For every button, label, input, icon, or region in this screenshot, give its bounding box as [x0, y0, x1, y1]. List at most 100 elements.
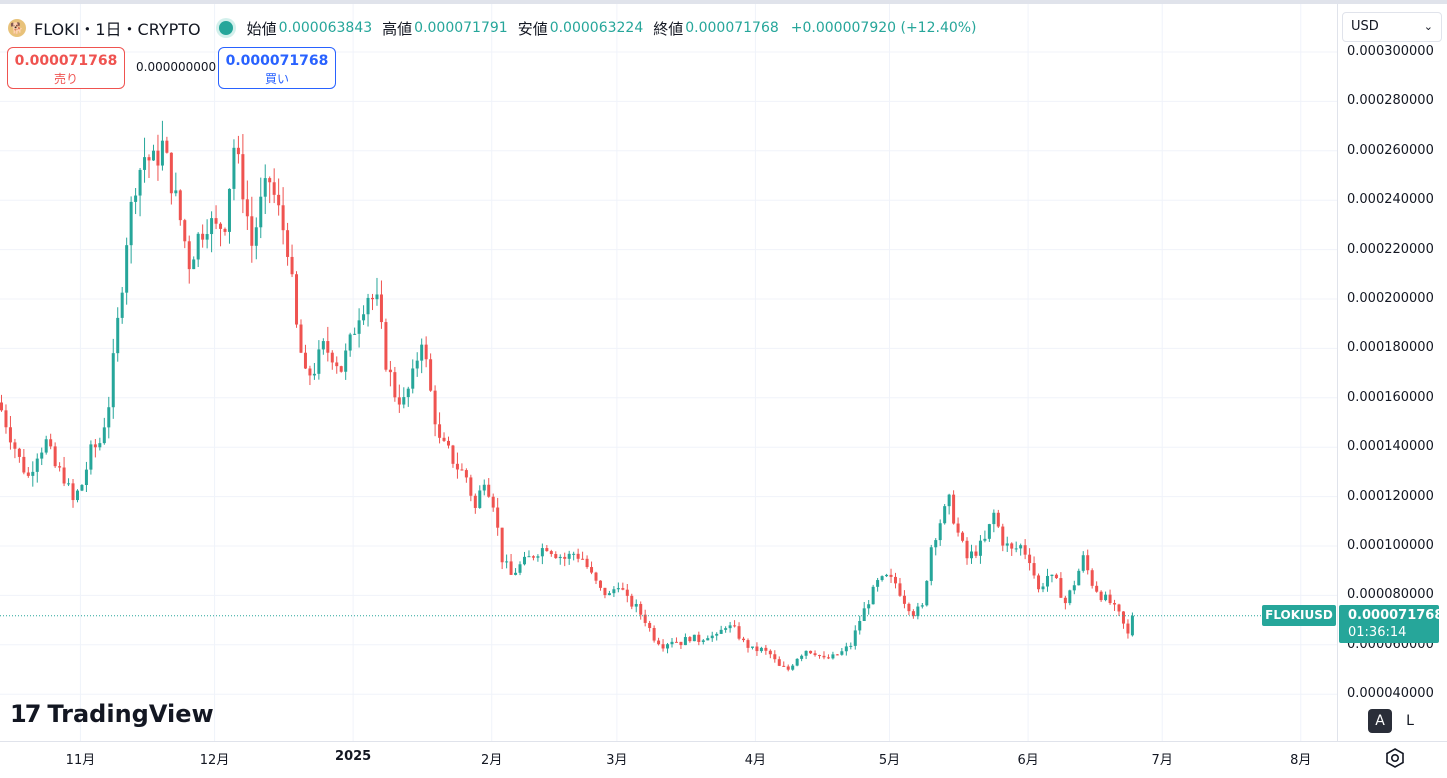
- candle-down: [835, 654, 839, 656]
- candle-down: [603, 587, 607, 596]
- candle-up: [1068, 590, 1072, 604]
- candle-down: [4, 410, 8, 428]
- candle-down: [1108, 594, 1112, 604]
- candle-up: [1077, 570, 1081, 586]
- candle-up: [558, 556, 562, 559]
- time-tick-label: 7月: [1151, 753, 1173, 768]
- candle-down: [1028, 554, 1032, 564]
- candle-down: [782, 665, 786, 667]
- symbol-title[interactable]: FLOKI・1日・CRYPTO: [34, 20, 201, 39]
- price-tick-label: 0.000260000: [1347, 142, 1434, 158]
- candle-up: [925, 580, 929, 606]
- tradingview-wordmark: TradingView: [47, 700, 214, 728]
- candle-up: [715, 633, 719, 636]
- close-label: 終値: [653, 19, 684, 38]
- candle-down: [961, 532, 965, 541]
- candle-up: [160, 140, 164, 166]
- time-tick-label: 12月: [199, 753, 230, 768]
- candle-up: [527, 556, 531, 558]
- candle-down: [509, 561, 513, 575]
- candle-down: [299, 324, 303, 353]
- candle-up: [348, 334, 352, 351]
- candle-down: [147, 157, 151, 161]
- candle-up: [67, 483, 71, 485]
- candle-down: [308, 368, 312, 376]
- candle-down: [894, 576, 897, 584]
- candle-up: [670, 641, 674, 645]
- candle-up: [791, 665, 795, 670]
- candle-up: [35, 458, 39, 472]
- floki-coin-icon: 🐕: [8, 19, 26, 37]
- candle-up: [536, 556, 540, 558]
- open-value: 0.000063843: [278, 20, 373, 36]
- currency-select[interactable]: USD ⌄: [1342, 12, 1442, 42]
- candle-up: [357, 320, 361, 334]
- candle-down: [742, 638, 746, 641]
- candle-down: [0, 402, 3, 411]
- settings-gear-icon[interactable]: [1384, 747, 1406, 769]
- candle-up: [366, 297, 370, 315]
- candle-up: [683, 637, 687, 646]
- candle-down: [424, 344, 428, 360]
- candle-down: [554, 554, 558, 559]
- candle-up: [196, 233, 200, 260]
- candle-down: [219, 223, 223, 229]
- candle-down: [531, 556, 535, 558]
- candle-down: [326, 341, 330, 353]
- candle-down: [1001, 526, 1005, 546]
- log-scale-button[interactable]: L: [1406, 713, 1414, 729]
- candle-up: [31, 471, 35, 476]
- tradingview-logo[interactable]: 17 TradingView: [10, 700, 214, 728]
- candle-down: [643, 614, 647, 623]
- candle-up: [362, 314, 366, 321]
- buy-button[interactable]: 0.000071768 買い: [218, 47, 336, 89]
- candle-down: [295, 274, 299, 325]
- candle-down: [1095, 585, 1099, 592]
- candle-up: [607, 593, 611, 596]
- candle-up: [929, 547, 933, 581]
- candle-down: [330, 352, 334, 363]
- candle-up: [992, 512, 996, 525]
- candle-down: [773, 654, 777, 660]
- candle-down: [165, 140, 169, 153]
- candle-down: [630, 595, 634, 607]
- candle-up: [402, 397, 406, 405]
- candle-up: [478, 490, 482, 508]
- price-tick-label: 0.000160000: [1347, 389, 1434, 405]
- candle-down: [277, 194, 281, 206]
- candle-down: [214, 218, 218, 224]
- candle-up: [795, 658, 799, 666]
- market-status-icon[interactable]: [218, 21, 233, 35]
- candle-down: [585, 558, 589, 568]
- candle-down: [746, 640, 750, 648]
- spread-value: 0.000000000: [136, 60, 217, 74]
- candle-down: [1037, 575, 1041, 590]
- candle-up: [102, 427, 106, 444]
- candle-down: [281, 205, 285, 231]
- price-tick-label: 0.000080000: [1347, 587, 1434, 603]
- candle-up: [1081, 555, 1085, 571]
- candle-up: [1045, 575, 1049, 587]
- candle-up: [876, 580, 880, 587]
- candle-down: [818, 655, 822, 657]
- auto-scale-button[interactable]: A: [1368, 709, 1392, 733]
- candle-down: [1099, 591, 1103, 601]
- candle-up: [750, 646, 754, 648]
- top-border: [0, 0, 1447, 4]
- candle-down: [733, 625, 737, 627]
- price-axis-border: [1337, 4, 1338, 741]
- candle-up: [254, 227, 258, 246]
- candle-up: [880, 576, 884, 581]
- sell-button[interactable]: 0.000071768 売り: [7, 47, 125, 89]
- candle-down: [889, 574, 893, 577]
- price-tick-label: 0.000280000: [1347, 93, 1434, 109]
- candle-down: [442, 437, 446, 441]
- tradingview-logo-icon: 17: [10, 700, 41, 728]
- price-tick-label: 0.000040000: [1347, 686, 1434, 702]
- candle-down: [290, 256, 294, 275]
- candle-up: [344, 350, 348, 372]
- candle-up: [831, 654, 835, 659]
- price-tick-label: 0.000240000: [1347, 192, 1434, 208]
- candle-up: [107, 407, 111, 428]
